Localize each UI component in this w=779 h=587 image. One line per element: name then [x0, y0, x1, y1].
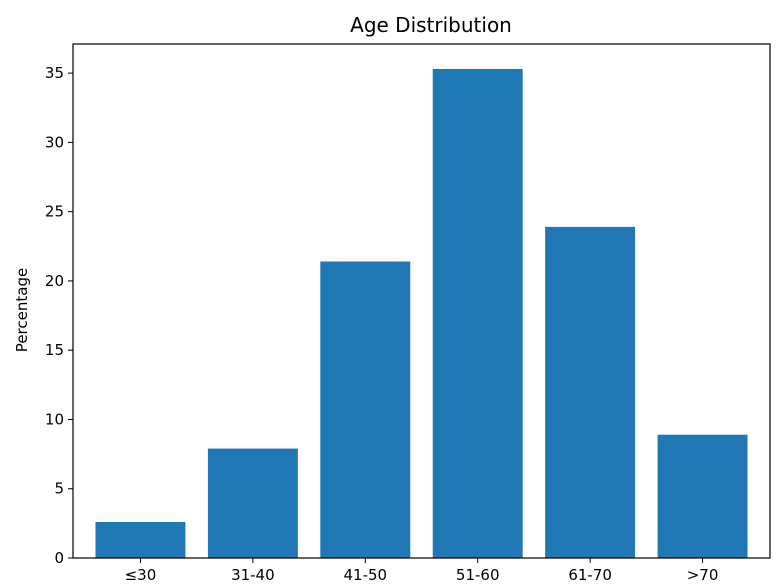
x-tick-label-3: 51-60	[456, 566, 500, 584]
bar-1	[207, 448, 298, 558]
y-tick-label-5: 25	[45, 203, 64, 221]
x-tick-label-5: >70	[687, 566, 719, 584]
y-tick-label-7: 35	[45, 64, 64, 82]
x-tick-label-4: 61-70	[568, 566, 612, 584]
x-tick-label-2: 41-50	[343, 566, 387, 584]
y-tick-label-6: 30	[45, 133, 64, 151]
bar-0	[95, 521, 186, 558]
y-axis-ticks: 0 5 10 15 20 25 30 35	[45, 64, 73, 567]
bar-4	[545, 226, 636, 558]
x-tick-label-1: 31-40	[231, 566, 275, 584]
bars-group	[95, 68, 748, 558]
x-axis-ticks: ≤30 31-40 41-50 51-60 61-70 >70	[125, 558, 719, 584]
y-tick-label-1: 5	[54, 480, 64, 498]
y-tick-label-3: 15	[45, 341, 64, 359]
chart-title: Age Distribution	[350, 13, 512, 37]
bar-3	[432, 68, 523, 558]
plot-frame	[72, 43, 771, 559]
y-tick-label-2: 10	[45, 410, 64, 428]
bar-2	[320, 261, 411, 558]
y-tick-label-0: 0	[54, 549, 64, 567]
x-tick-label-0: ≤30	[125, 566, 157, 584]
y-tick-label-4: 20	[45, 272, 64, 290]
bar-5	[657, 434, 748, 558]
y-axis-label: Percentage	[13, 268, 31, 352]
